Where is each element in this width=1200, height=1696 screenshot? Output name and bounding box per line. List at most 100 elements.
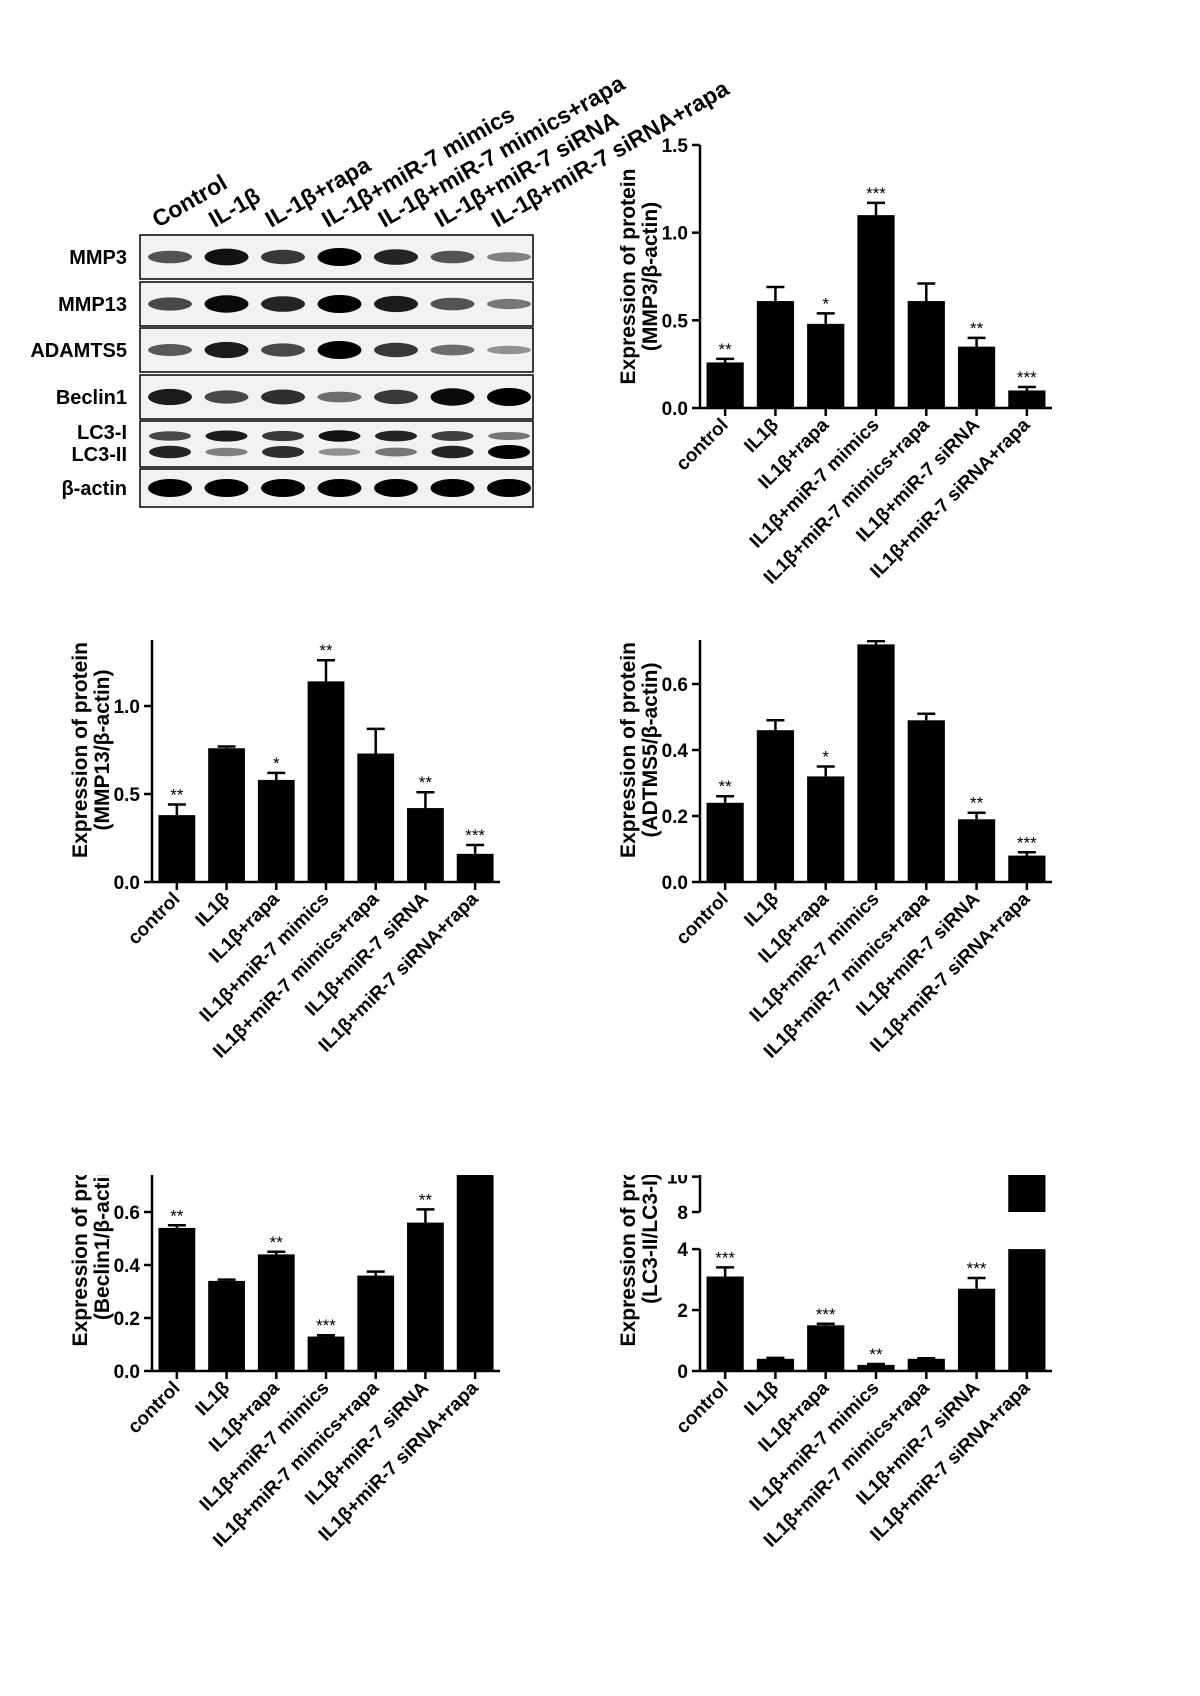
significance-marker: ***	[1017, 833, 1037, 852]
bar	[357, 753, 395, 882]
y-axis-title: Expression of protein	[69, 642, 92, 858]
bar	[1008, 1249, 1046, 1371]
blot-band	[149, 431, 191, 441]
blot-band	[261, 479, 305, 497]
bar	[857, 644, 895, 882]
y-axis-title: Expression of protein	[620, 1175, 640, 1346]
blot-row-label: Beclin1	[56, 387, 127, 409]
blot-band	[204, 479, 249, 497]
y-tick-label: 0.2	[662, 807, 688, 828]
blot-band	[488, 445, 530, 459]
x-tick-label: IL1β	[740, 889, 782, 931]
blot-band	[487, 479, 531, 497]
significance-marker: **	[869, 1345, 883, 1364]
y-tick-label: 0.5	[662, 311, 689, 332]
y-tick-label: 0.5	[114, 785, 141, 806]
bar	[857, 1364, 895, 1371]
significance-marker: **	[719, 340, 733, 359]
bar	[807, 1325, 845, 1371]
bar	[357, 1275, 395, 1371]
bar	[756, 1358, 795, 1371]
blot-band	[374, 479, 418, 497]
y-axis-title: Expression of protein	[620, 169, 640, 385]
blot-strip	[139, 420, 534, 468]
blot-band	[204, 390, 249, 404]
x-tick-label: control	[672, 1378, 732, 1438]
bar	[257, 779, 295, 882]
significance-marker: **	[970, 319, 984, 338]
blot-band	[205, 430, 248, 442]
x-tick-label: control	[124, 1378, 184, 1438]
blot-band	[375, 430, 417, 442]
blot-band	[261, 343, 305, 357]
blot-band	[488, 431, 530, 441]
blot-row-label: β-actin	[61, 478, 127, 500]
bar	[957, 346, 996, 408]
bar	[1008, 390, 1046, 408]
blot-band	[374, 295, 418, 313]
bar	[407, 1222, 444, 1371]
blot-band	[204, 341, 249, 359]
x-tick-label: control	[672, 415, 732, 475]
bar	[907, 1358, 945, 1371]
bar	[857, 215, 895, 408]
bar	[706, 1276, 744, 1371]
y-tick-label: 1.0	[114, 697, 140, 718]
blot-band	[148, 344, 192, 356]
y-tick-label: 4	[677, 1240, 688, 1261]
bar	[807, 776, 845, 882]
significance-marker: **	[419, 773, 433, 792]
y-tick-label: 0.6	[662, 675, 688, 696]
chart-adamts5: 0.00.20.40.60.8Expression of protein(ADT…	[620, 640, 1052, 1063]
blot-band	[317, 479, 362, 497]
y-tick-label: 0.0	[662, 399, 688, 420]
significance-marker: ***	[715, 1248, 735, 1267]
blot-band	[317, 341, 362, 359]
bar	[907, 301, 945, 408]
blot-band	[374, 342, 418, 358]
bar	[807, 323, 845, 408]
significance-marker: **	[719, 777, 733, 796]
bar	[208, 1280, 245, 1371]
y-tick-label: 2	[677, 1301, 688, 1322]
blot-band	[204, 248, 249, 266]
y-tick-label: 0.2	[114, 1309, 140, 1330]
blot-band	[148, 388, 192, 406]
y-tick-label: 0.0	[662, 873, 688, 894]
blot-band	[374, 249, 418, 265]
x-tick-label: control	[672, 889, 732, 949]
blot-band	[430, 479, 475, 497]
significance-marker: *	[822, 748, 829, 767]
y-tick-label: 0.4	[662, 741, 689, 762]
significance-marker: **	[419, 1190, 433, 1209]
significance-marker: *	[273, 754, 280, 773]
bar	[706, 802, 744, 882]
chart-mmp3: 0.0 0.5 1.0 1.5 Expression of protein (MMP3/β…	[620, 136, 1052, 589]
blot-band	[261, 249, 305, 265]
bar	[706, 362, 744, 408]
blot-row-label: MMP3	[69, 247, 127, 269]
y-tick-label: 0.4	[114, 1256, 141, 1277]
significance-marker: ***	[816, 1305, 836, 1324]
blot-band	[430, 250, 475, 264]
y-axis-title-units: (MMP3/β-actin)	[639, 202, 662, 351]
significance-marker: **	[170, 786, 184, 805]
y-tick-label: 1.0	[662, 224, 688, 245]
blot-band	[431, 431, 474, 441]
blot-row-label: MMP13	[58, 294, 127, 316]
blot-band	[430, 344, 475, 356]
significance-marker: **	[270, 1233, 284, 1252]
blot-band	[261, 389, 305, 405]
y-tick-label: 8	[677, 1203, 688, 1224]
x-tick-label: IL1β	[740, 415, 782, 457]
blot-band	[317, 248, 362, 266]
bar	[307, 1336, 345, 1371]
significance-marker: **	[970, 794, 984, 813]
y-tick-label: 0	[677, 1362, 688, 1383]
blot-band	[262, 430, 304, 442]
blot-band	[430, 388, 475, 406]
x-tick-label: IL1β	[740, 1378, 782, 1420]
bar	[158, 815, 196, 882]
bar	[957, 819, 996, 882]
